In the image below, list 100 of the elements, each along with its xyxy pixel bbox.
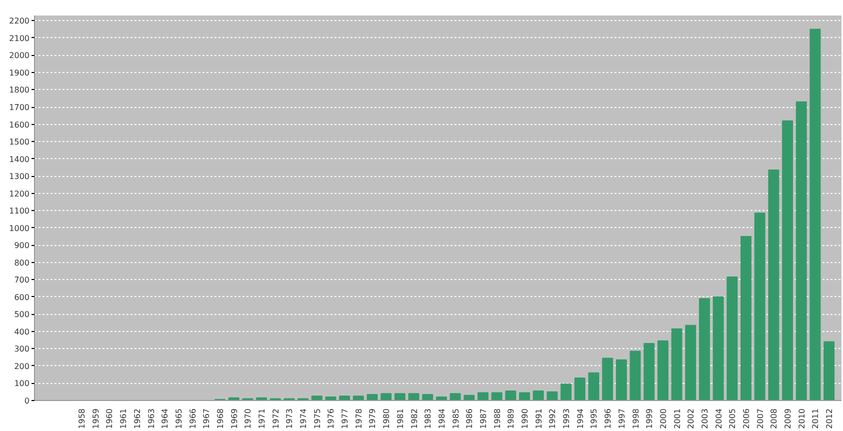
x-tick-label: 2003 <box>700 408 710 429</box>
x-tick-label: 1971 <box>258 408 267 429</box>
x-tick-label: 1980 <box>382 408 392 429</box>
bar <box>824 341 835 400</box>
bar <box>546 391 558 400</box>
y-tick-label: 1800 <box>9 86 30 95</box>
bar <box>325 396 336 400</box>
y-tick-label: 1500 <box>9 138 30 147</box>
y-tick-label: 700 <box>14 276 30 285</box>
x-tick-label: 1987 <box>478 408 488 429</box>
bar <box>394 393 406 400</box>
y-tick-label: 300 <box>14 344 30 354</box>
x-tick-label: 1964 <box>160 408 170 429</box>
x-tick-label: 1969 <box>230 408 239 429</box>
x-tick-label: 1958 <box>78 408 87 429</box>
x-tick-label: 1975 <box>312 408 322 429</box>
x-tick-label: 1988 <box>492 408 502 429</box>
bar <box>657 340 668 400</box>
bar <box>380 393 392 400</box>
bar <box>408 393 420 400</box>
x-tick-label: 2012 <box>825 408 834 429</box>
x-tick-label: 1990 <box>520 408 530 429</box>
x-tick-label: 1959 <box>91 408 100 429</box>
y-tick-label: 600 <box>14 292 30 302</box>
x-tick-label: 1986 <box>465 408 474 429</box>
bar <box>450 393 461 400</box>
bar <box>505 390 516 400</box>
y-tick-label: 500 <box>14 310 30 320</box>
bar <box>588 372 600 400</box>
y-tick-label: 1600 <box>9 120 30 130</box>
x-tick-label: 2010 <box>797 408 806 429</box>
x-tick-label: 2004 <box>714 408 724 429</box>
x-tick-label: 2005 <box>728 408 738 429</box>
bar <box>630 350 641 400</box>
y-tick-label: 1900 <box>9 68 30 78</box>
bar <box>754 212 766 400</box>
x-tick-label: 1982 <box>410 408 419 429</box>
x-tick-label: 1962 <box>132 408 142 429</box>
x-tick-label: 2011 <box>811 408 820 429</box>
x-tick-label: 1999 <box>645 408 654 429</box>
x-tick-label: 1973 <box>285 408 294 429</box>
x-tick-label: 1993 <box>562 408 572 429</box>
x-tick-label: 1960 <box>105 408 114 429</box>
y-tick-label: 400 <box>14 327 30 336</box>
x-tick-label: 1997 <box>617 408 626 429</box>
bar <box>698 298 710 400</box>
bar <box>616 359 627 400</box>
y-tick-label: 1700 <box>9 103 30 112</box>
bar <box>768 170 780 400</box>
x-tick-label: 1967 <box>202 408 212 429</box>
y-tick-label: 2200 <box>9 16 30 26</box>
y-tick-label: 1300 <box>9 172 30 182</box>
y-tick-label: 800 <box>14 258 30 268</box>
x-tick-label: 2006 <box>742 408 751 429</box>
x-tick-label: 2008 <box>770 408 779 429</box>
bar <box>352 396 364 400</box>
x-tick-label: 1968 <box>216 408 225 429</box>
y-tick-label: 900 <box>14 241 30 250</box>
y-tick-label: 200 <box>14 362 30 371</box>
x-tick-label: 1991 <box>534 408 544 429</box>
x-tick-label: 1996 <box>604 408 613 429</box>
bar <box>491 392 502 400</box>
x-tick-label: 1992 <box>548 408 558 429</box>
y-tick-label: 2000 <box>9 51 30 60</box>
bar <box>560 384 572 400</box>
x-tick-label: 1995 <box>590 408 599 429</box>
bar <box>685 324 696 400</box>
x-tick-label: 1963 <box>146 408 156 429</box>
x-tick-label: 1994 <box>576 408 585 429</box>
bar <box>671 328 682 400</box>
bar <box>740 236 752 400</box>
bar <box>644 343 655 400</box>
x-tick-label: 1984 <box>437 408 446 429</box>
bar <box>810 28 821 400</box>
bar <box>464 394 475 400</box>
bar <box>311 396 322 400</box>
y-tick-label: 1000 <box>9 224 30 233</box>
x-tick-label: 2000 <box>658 408 668 429</box>
x-tick-label: 1965 <box>174 408 184 429</box>
x-tick-label: 1974 <box>299 408 308 429</box>
bar <box>519 392 530 400</box>
x-tick-label: 2001 <box>672 408 682 429</box>
x-tick-label: 2002 <box>686 408 696 429</box>
bar <box>726 276 738 400</box>
y-tick-label: 1100 <box>9 206 30 216</box>
x-tick-label: 2007 <box>756 408 765 429</box>
y-tick-label: 2100 <box>9 34 30 43</box>
bar <box>796 101 807 400</box>
y-tick-label: 0 <box>24 396 30 406</box>
x-tick-label: 1981 <box>396 408 405 429</box>
bar <box>532 390 544 400</box>
bar <box>712 296 724 400</box>
bar <box>574 378 586 400</box>
x-tick-label: 1976 <box>326 408 336 429</box>
bar <box>339 396 350 400</box>
x-tick-label: 1970 <box>244 408 253 429</box>
bar <box>422 394 434 400</box>
y-tick-label: 1400 <box>9 154 30 164</box>
bar <box>478 392 488 400</box>
x-tick-label: 1989 <box>506 408 516 429</box>
